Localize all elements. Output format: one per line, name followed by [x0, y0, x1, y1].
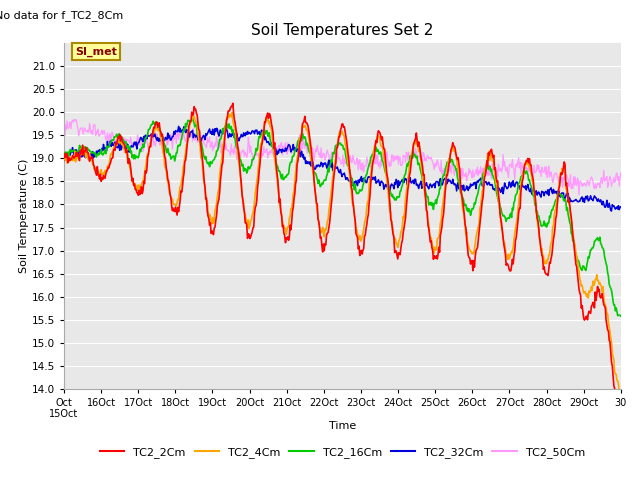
TC2_4Cm: [617, 387, 625, 393]
TC2_2Cm: [60, 151, 68, 156]
TC2_2Cm: [184, 136, 192, 142]
TC2_4Cm: [184, 129, 192, 134]
Line: TC2_16Cm: TC2_16Cm: [64, 118, 621, 316]
Text: No data for f_TC2_8Cm: No data for f_TC2_8Cm: [0, 10, 123, 21]
TC2_16Cm: [184, 118, 192, 123]
TC2_32Cm: [60, 157, 68, 163]
Y-axis label: Soil Temperature (C): Soil Temperature (C): [19, 159, 29, 273]
TC2_50Cm: [185, 124, 193, 130]
TC2_2Cm: [214, 204, 221, 209]
TC2_50Cm: [128, 143, 136, 148]
TC2_50Cm: [575, 192, 583, 198]
TC2_50Cm: [214, 146, 222, 152]
TC2_16Cm: [127, 148, 135, 154]
Line: TC2_2Cm: TC2_2Cm: [64, 103, 621, 430]
Legend: TC2_2Cm, TC2_4Cm, TC2_16Cm, TC2_32Cm, TC2_50Cm: TC2_2Cm, TC2_4Cm, TC2_16Cm, TC2_32Cm, TC…: [95, 443, 589, 463]
TC2_50Cm: [617, 170, 625, 176]
Text: SI_met: SI_met: [75, 46, 117, 57]
TC2_32Cm: [214, 131, 222, 136]
TC2_4Cm: [411, 141, 419, 147]
TC2_50Cm: [71, 118, 79, 124]
TC2_16Cm: [617, 313, 625, 319]
Line: TC2_50Cm: TC2_50Cm: [64, 120, 621, 195]
TC2_4Cm: [60, 156, 68, 162]
TC2_50Cm: [60, 127, 68, 132]
TC2_32Cm: [428, 182, 435, 188]
TC2_4Cm: [127, 172, 135, 178]
TC2_4Cm: [428, 235, 435, 240]
TC2_16Cm: [214, 146, 222, 152]
TC2_32Cm: [607, 208, 615, 214]
TC2_16Cm: [60, 151, 68, 156]
Line: TC2_32Cm: TC2_32Cm: [64, 126, 621, 211]
TC2_4Cm: [616, 389, 623, 395]
TC2_32Cm: [411, 176, 419, 182]
TC2_32Cm: [617, 204, 625, 210]
TC2_2Cm: [428, 238, 435, 243]
TC2_2Cm: [411, 137, 419, 143]
TC2_50Cm: [70, 117, 78, 122]
TC2_32Cm: [70, 152, 78, 157]
X-axis label: Time: Time: [329, 421, 356, 431]
TC2_16Cm: [189, 115, 196, 120]
TC2_2Cm: [617, 427, 625, 432]
TC2_50Cm: [428, 154, 435, 160]
TC2_50Cm: [411, 154, 419, 159]
TC2_2Cm: [70, 155, 78, 161]
TC2_32Cm: [175, 123, 182, 129]
TC2_16Cm: [411, 152, 419, 157]
Line: TC2_4Cm: TC2_4Cm: [64, 112, 621, 392]
Title: Soil Temperatures Set 2: Soil Temperatures Set 2: [252, 23, 433, 38]
TC2_4Cm: [228, 109, 236, 115]
TC2_32Cm: [185, 130, 193, 135]
TC2_16Cm: [70, 147, 78, 153]
TC2_32Cm: [127, 143, 135, 148]
TC2_2Cm: [127, 172, 135, 178]
TC2_2Cm: [229, 100, 237, 106]
TC2_4Cm: [214, 194, 221, 200]
TC2_4Cm: [70, 157, 78, 163]
TC2_16Cm: [428, 200, 435, 205]
